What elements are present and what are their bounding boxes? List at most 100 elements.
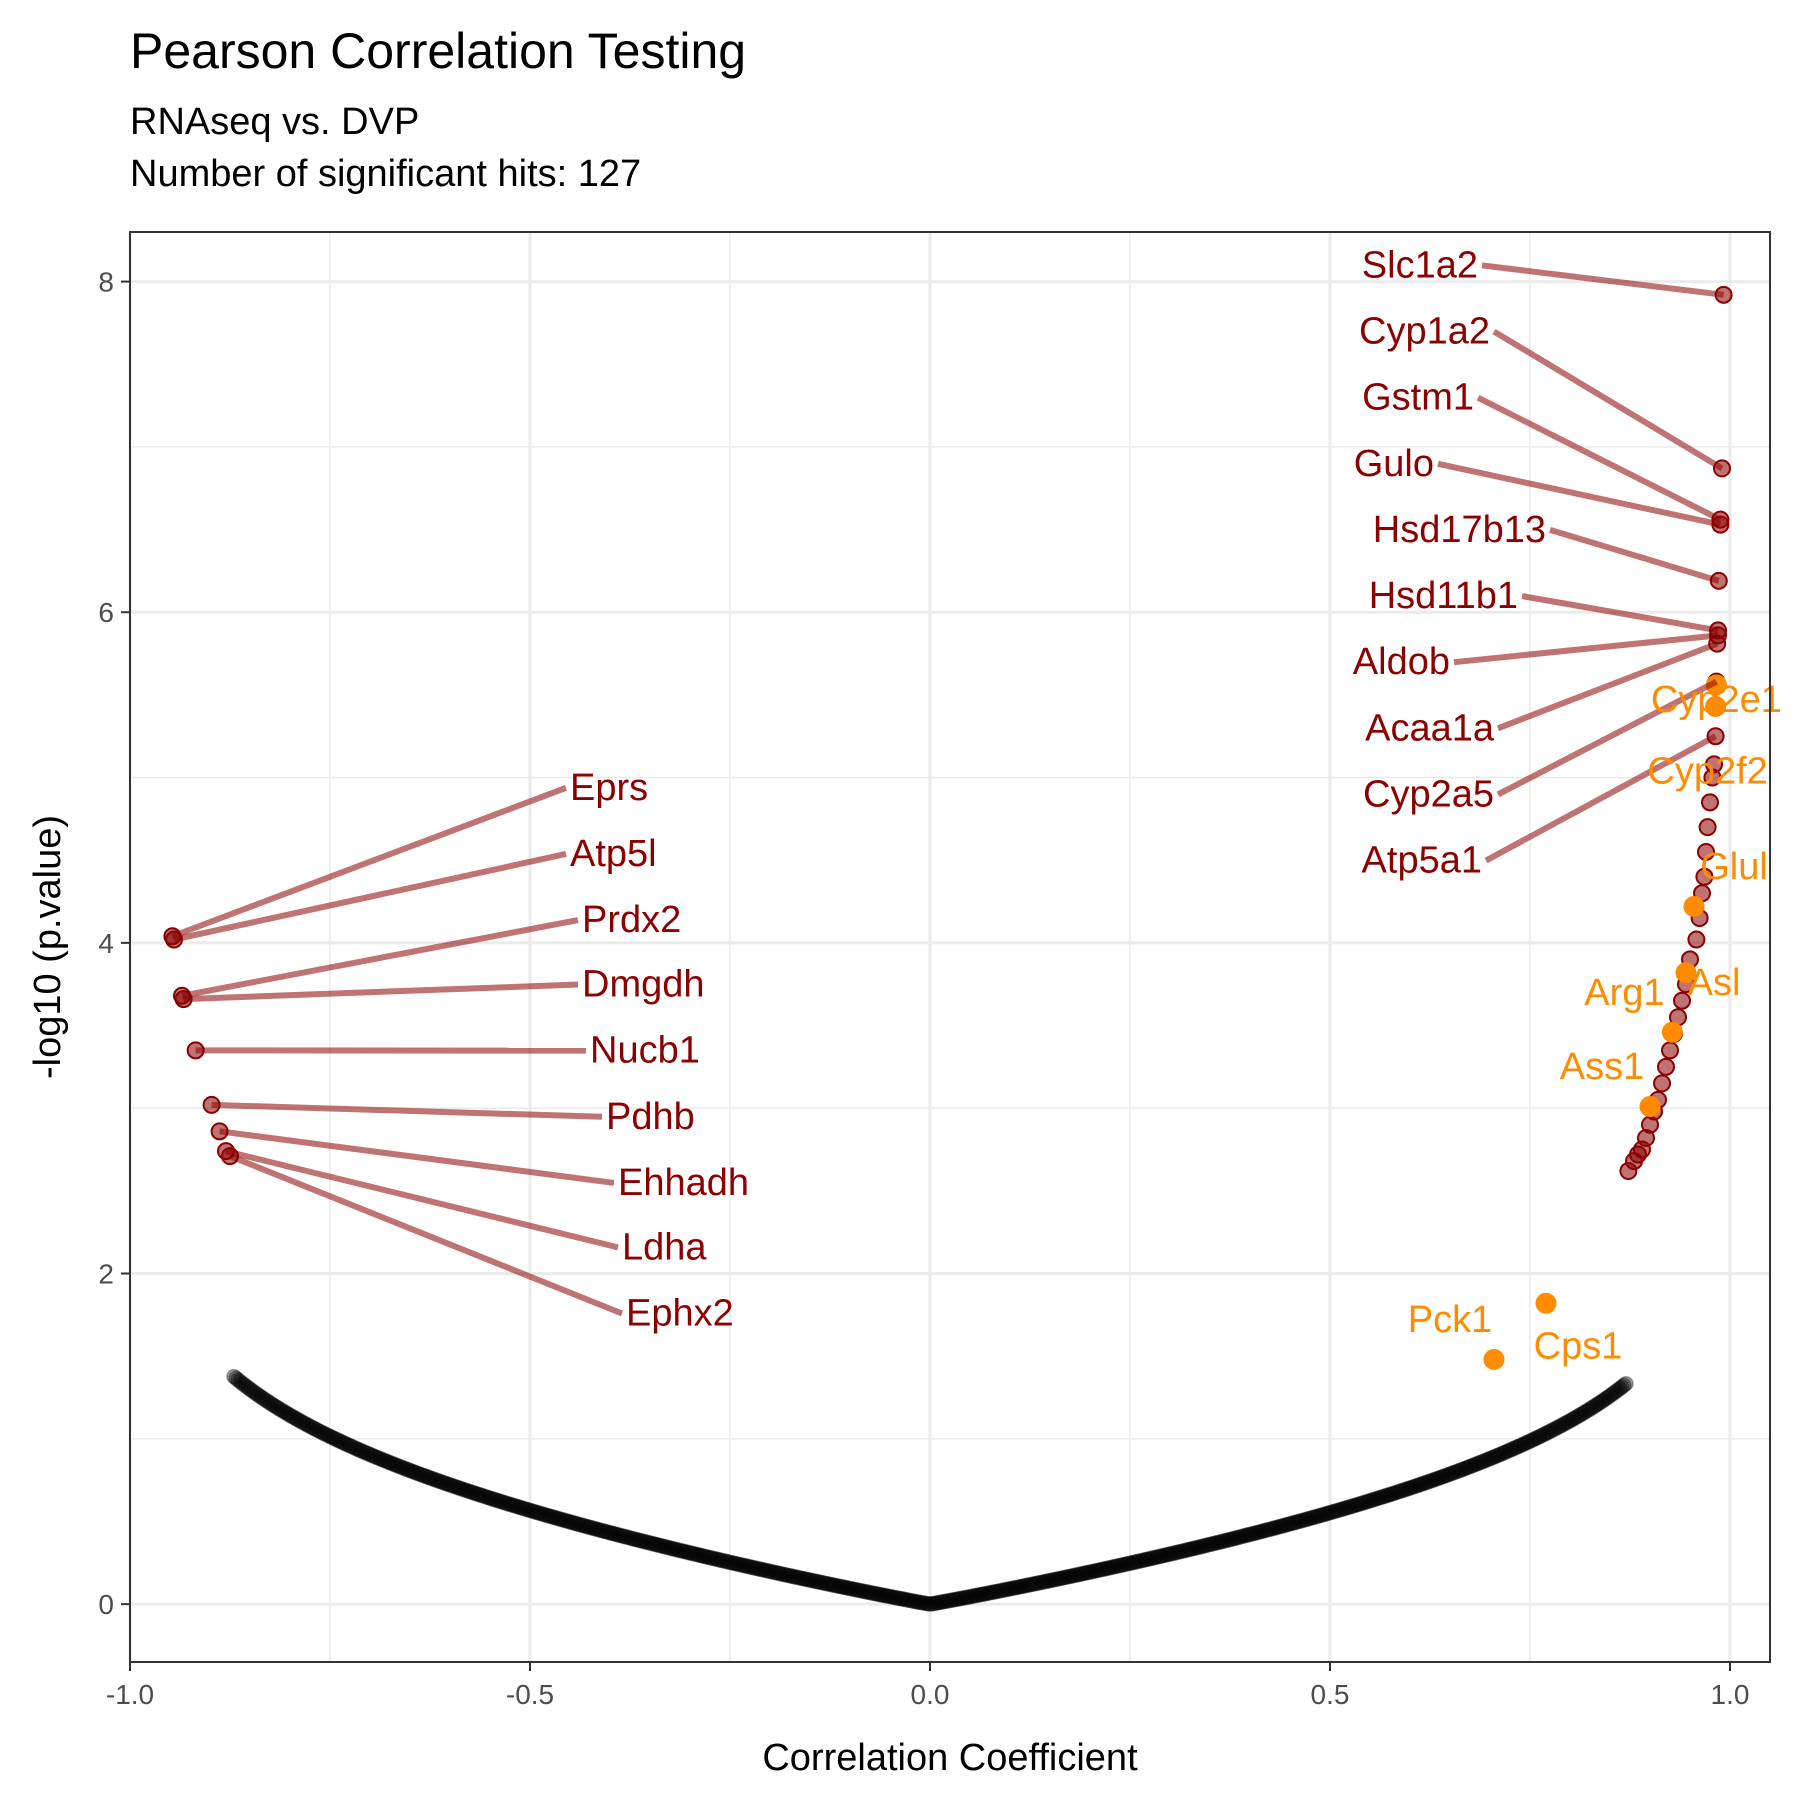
background-point bbox=[858, 1584, 874, 1600]
background-point bbox=[1442, 1466, 1458, 1482]
background-point bbox=[766, 1564, 782, 1581]
background-point bbox=[276, 1403, 292, 1420]
background-point bbox=[340, 1437, 356, 1453]
background-point bbox=[1096, 1561, 1112, 1577]
background-point bbox=[1546, 1421, 1562, 1438]
background-point bbox=[562, 1514, 578, 1530]
background-point bbox=[1604, 1386, 1620, 1403]
label-eprs: Eprs bbox=[570, 767, 648, 809]
background-point bbox=[872, 1586, 888, 1603]
background-point bbox=[888, 1589, 904, 1606]
background-point bbox=[1452, 1462, 1468, 1479]
background-point bbox=[1504, 1441, 1520, 1458]
background-point bbox=[1598, 1390, 1614, 1407]
background-point bbox=[638, 1534, 654, 1550]
label-gstm1: Gstm1 bbox=[1362, 377, 1474, 419]
background-point bbox=[862, 1584, 878, 1601]
background-point bbox=[598, 1523, 614, 1540]
background-point bbox=[576, 1517, 592, 1534]
background-point bbox=[970, 1587, 986, 1603]
highlight-label-cyp2f2: Cyp2f2 bbox=[1647, 750, 1767, 792]
background-point bbox=[374, 1451, 390, 1468]
background-point bbox=[622, 1530, 638, 1546]
background-point bbox=[1434, 1469, 1450, 1485]
background-point bbox=[574, 1517, 590, 1533]
background-point bbox=[1408, 1478, 1424, 1494]
background-point bbox=[964, 1588, 980, 1605]
background-point bbox=[1336, 1500, 1352, 1517]
background-point bbox=[646, 1536, 662, 1552]
background-point bbox=[704, 1550, 720, 1566]
background-point bbox=[846, 1581, 862, 1598]
background-point bbox=[514, 1500, 530, 1516]
background-point bbox=[1276, 1517, 1292, 1534]
background-point bbox=[926, 1595, 942, 1612]
background-point bbox=[250, 1387, 266, 1403]
background-point bbox=[668, 1541, 684, 1558]
background-point bbox=[432, 1473, 448, 1490]
background-point bbox=[1602, 1387, 1618, 1404]
background-point bbox=[1516, 1436, 1532, 1452]
background-point bbox=[616, 1528, 632, 1545]
background-point bbox=[674, 1543, 690, 1559]
background-point bbox=[436, 1475, 452, 1491]
background-point bbox=[820, 1576, 836, 1592]
background-point bbox=[748, 1560, 764, 1576]
background-point bbox=[1520, 1434, 1536, 1450]
label-cyp1a2: Cyp1a2 bbox=[1359, 311, 1490, 353]
background-point bbox=[988, 1583, 1004, 1600]
background-point bbox=[1328, 1503, 1344, 1519]
background-point bbox=[826, 1577, 842, 1593]
background-point bbox=[1558, 1415, 1574, 1431]
background-point bbox=[844, 1581, 860, 1597]
background-point bbox=[992, 1583, 1008, 1599]
background-point bbox=[1370, 1490, 1386, 1507]
background-point bbox=[1012, 1579, 1028, 1595]
background-point bbox=[1288, 1514, 1304, 1530]
background-point bbox=[1538, 1425, 1554, 1442]
y-axis-ticks: 0 2 4 6 8 bbox=[98, 267, 130, 1620]
background-point bbox=[1426, 1472, 1442, 1488]
background-point bbox=[1346, 1497, 1362, 1514]
background-point bbox=[1294, 1512, 1310, 1529]
background-point bbox=[416, 1467, 432, 1484]
background-point bbox=[1464, 1458, 1480, 1474]
highlight-point-glul bbox=[1683, 895, 1705, 917]
significant-point bbox=[1673, 991, 1691, 1010]
background-point bbox=[816, 1575, 832, 1591]
background-point bbox=[268, 1399, 284, 1415]
background-point bbox=[856, 1583, 872, 1600]
background-point bbox=[1332, 1502, 1348, 1518]
background-point bbox=[516, 1500, 532, 1517]
background-point bbox=[656, 1538, 672, 1555]
background-point bbox=[278, 1405, 294, 1421]
background-point bbox=[782, 1568, 798, 1584]
background-point bbox=[822, 1576, 838, 1593]
background-point bbox=[790, 1569, 806, 1586]
background-point bbox=[960, 1589, 976, 1605]
background-point bbox=[1548, 1420, 1564, 1437]
background-point bbox=[254, 1389, 270, 1406]
background-point bbox=[1594, 1393, 1610, 1409]
background-point bbox=[698, 1548, 714, 1565]
background-point bbox=[1262, 1521, 1278, 1537]
background-point bbox=[1552, 1418, 1568, 1434]
x-tick-label: -0.5 bbox=[506, 1679, 554, 1710]
y-tick-label: 2 bbox=[98, 1259, 114, 1290]
background-point bbox=[1236, 1528, 1252, 1544]
significant-points bbox=[163, 285, 1733, 1181]
background-point bbox=[344, 1438, 360, 1455]
background-point bbox=[342, 1438, 358, 1454]
background-point bbox=[1618, 1375, 1634, 1392]
background-point bbox=[714, 1552, 730, 1569]
background-point bbox=[316, 1425, 332, 1442]
background-point bbox=[860, 1584, 876, 1600]
background-point bbox=[750, 1560, 766, 1577]
significant-point bbox=[1703, 768, 1722, 787]
background-point bbox=[1080, 1564, 1096, 1581]
background-point bbox=[1474, 1454, 1490, 1470]
background-point bbox=[584, 1520, 600, 1536]
background-point bbox=[984, 1584, 1000, 1601]
highlight-label-cyp2e1: Cyp2e1 bbox=[1651, 679, 1782, 721]
background-point bbox=[1170, 1544, 1186, 1560]
